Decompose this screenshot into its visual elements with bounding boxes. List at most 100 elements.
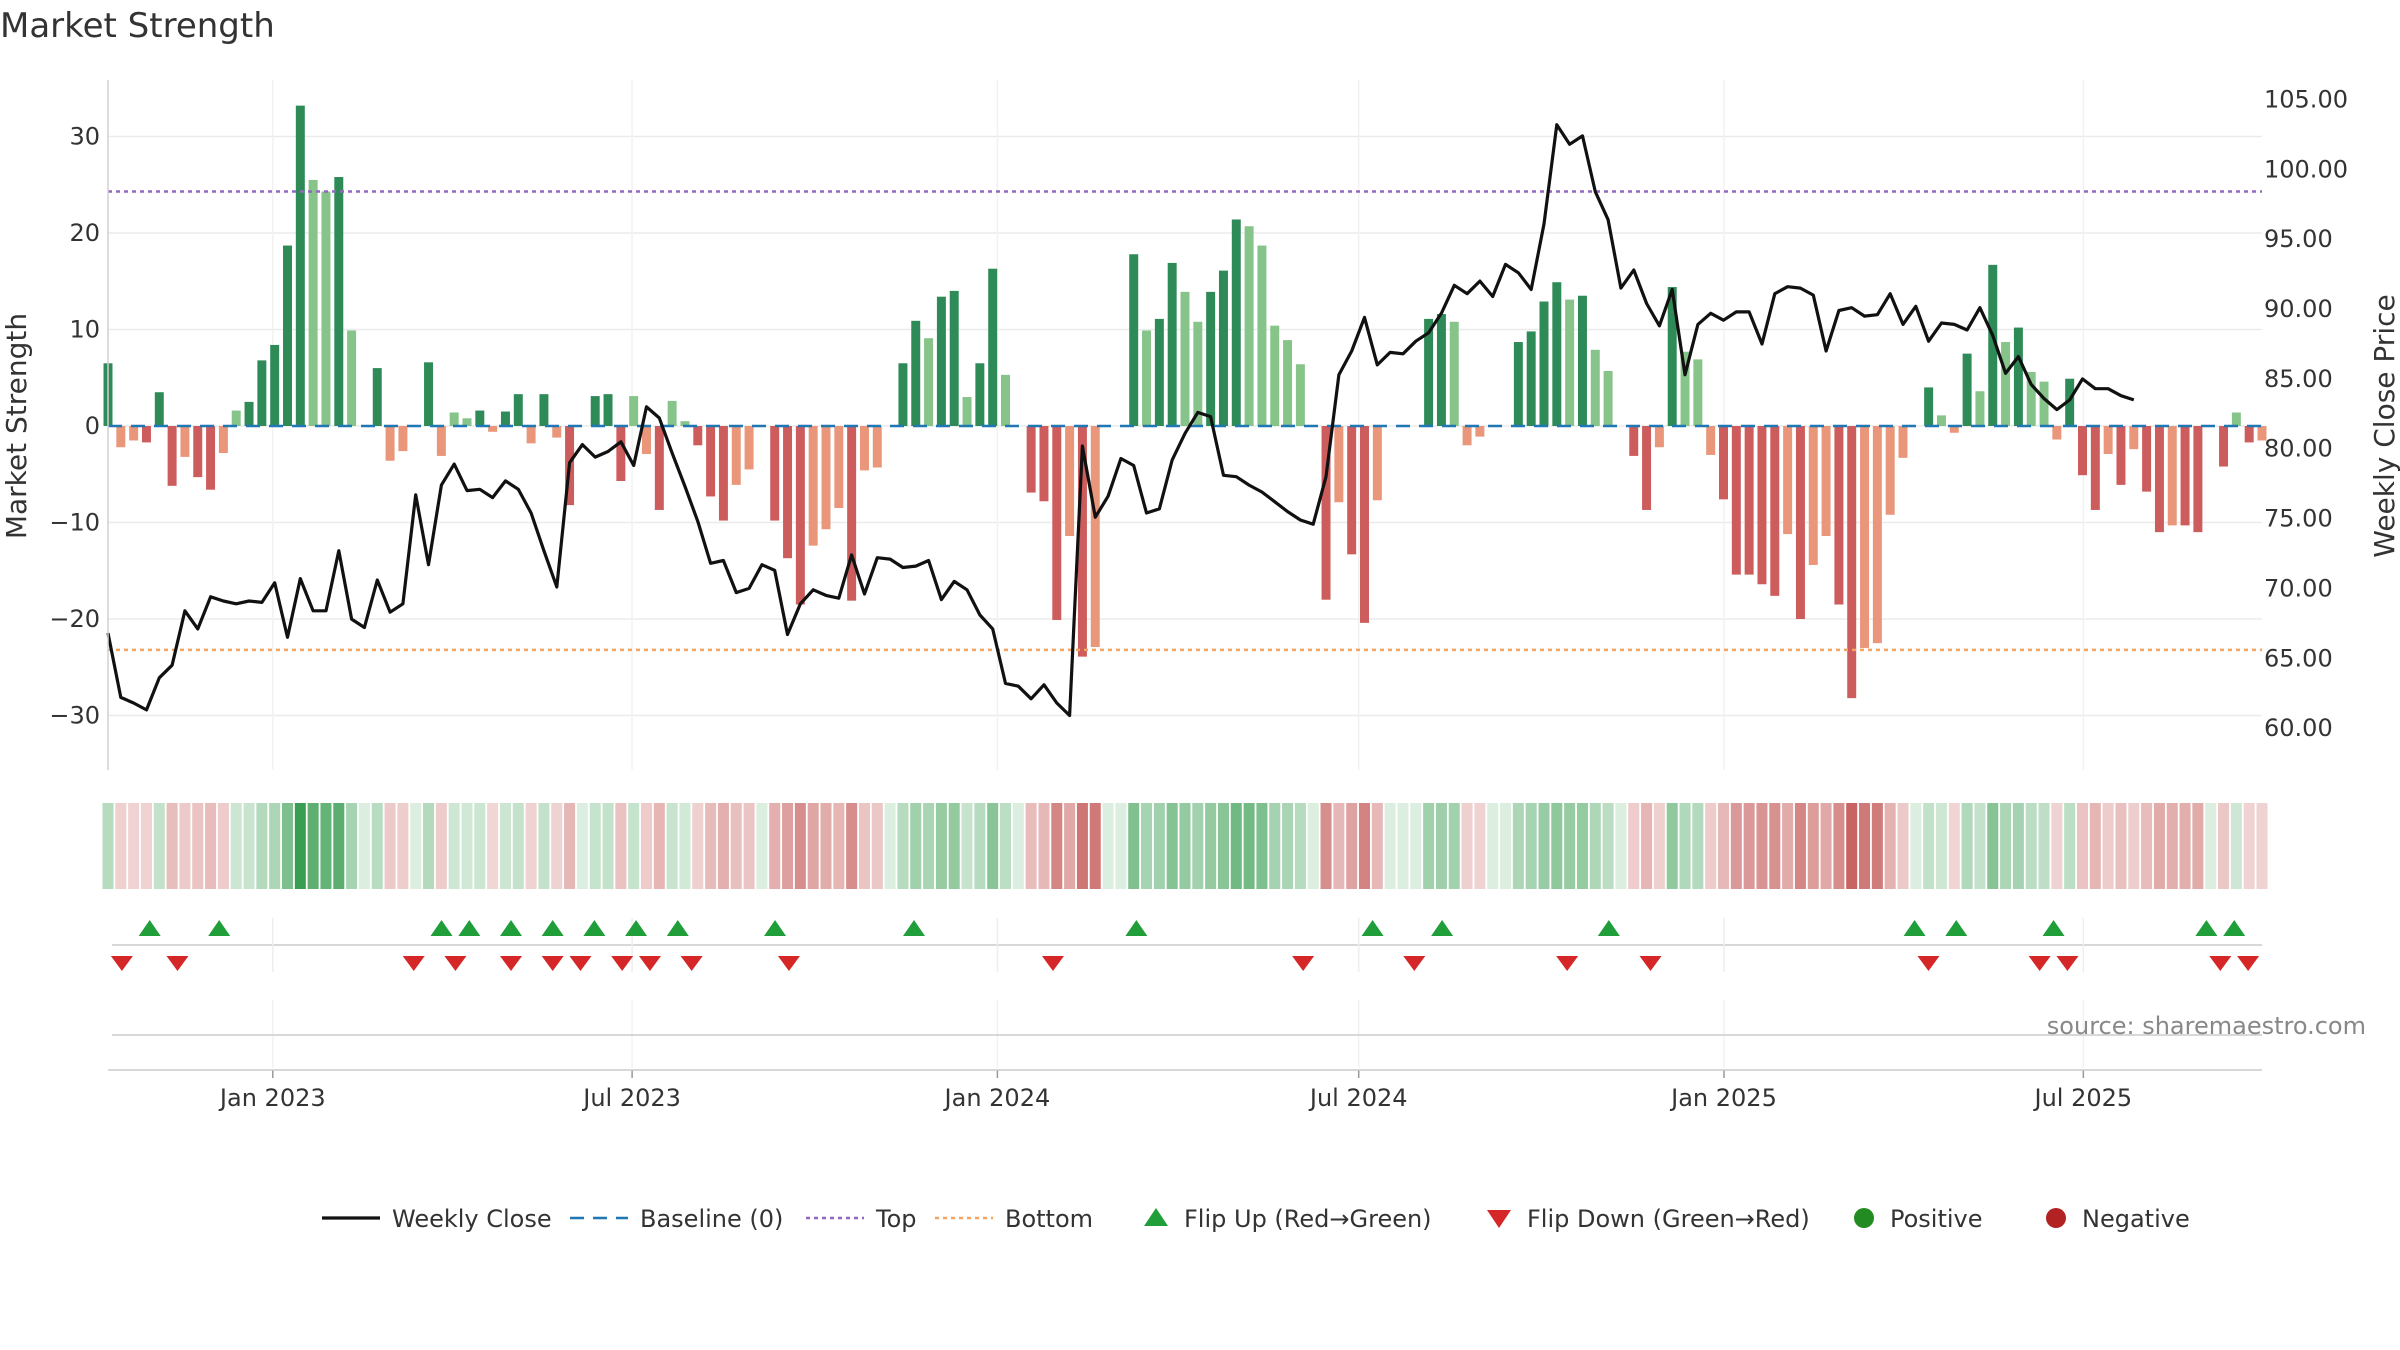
strength-bar — [231, 410, 241, 426]
strength-bar — [1654, 426, 1664, 448]
strength-bar — [2257, 426, 2267, 441]
strip-cell — [2243, 803, 2255, 889]
y-axis-label: Market Strength — [0, 313, 33, 539]
strength-bar — [1539, 301, 1549, 426]
legend-label: Negative — [2082, 1205, 2190, 1233]
strength-bar — [1193, 321, 1203, 426]
flip-down-marker — [1639, 956, 1662, 971]
strip-cell — [128, 803, 140, 889]
strip-cell — [230, 803, 242, 889]
strength-bar — [731, 426, 741, 485]
strip-cell — [2076, 803, 2089, 889]
strength-bar — [1526, 331, 1536, 426]
strip-cell — [397, 803, 409, 889]
strength-bar — [1872, 426, 1882, 644]
flip-down-marker — [2056, 956, 2079, 971]
strip-cell — [333, 803, 345, 889]
strip-cell — [2025, 803, 2037, 889]
strength-bar — [1936, 415, 1946, 426]
strip-cell — [653, 803, 665, 889]
strength-bar — [2219, 426, 2229, 467]
strip-cell — [1371, 803, 1383, 889]
strength-bar — [1154, 318, 1164, 426]
flip-down-marker — [444, 956, 467, 971]
strip-cell — [1692, 803, 1704, 889]
strength-bar — [552, 426, 562, 438]
strip-cell — [1987, 803, 1999, 889]
y-tick-label: −30 — [49, 702, 100, 730]
legend: Weekly Close Baseline (0) Top Bottom Flip Up… — [322, 1205, 2190, 1233]
strip-cell — [192, 803, 204, 889]
strip-cell — [1448, 803, 1460, 889]
strength-bar — [193, 426, 203, 478]
strength-bar — [2090, 426, 2100, 510]
strength-bar — [1834, 426, 1844, 605]
strip-cell — [602, 803, 614, 889]
x-axis: Jan 2023 Jul 2023 Jan 2024 Jul 2024 Jan 2025… — [108, 1000, 2262, 1112]
strength-bars — [103, 105, 2267, 699]
flip-up-marker — [2223, 920, 2246, 936]
strip-cell — [153, 803, 165, 889]
strength-bar — [783, 426, 793, 559]
strip-cell — [1974, 803, 1986, 889]
y-tick-label: 30 — [69, 123, 100, 151]
strength-bar — [218, 426, 228, 454]
strip-cell — [1564, 803, 1576, 889]
strip-cell — [1769, 803, 1781, 889]
y-tick-label: 0 — [85, 412, 100, 440]
strength-bar — [475, 410, 485, 426]
strip-cell — [640, 803, 653, 889]
strength-bar — [1577, 295, 1587, 426]
strip-cell — [1525, 803, 1537, 889]
strip-cell — [1166, 803, 1178, 889]
flip-up-marker — [764, 920, 787, 936]
strength-bar — [1449, 321, 1459, 426]
strength-bar — [1218, 270, 1228, 426]
right-axis: 60.00 65.00 70.00 75.00 80.00 85.00 90.00 95.00… — [2264, 86, 2348, 743]
flip-up-marker — [138, 920, 161, 936]
strength-bar — [398, 426, 408, 452]
strip-cell — [1807, 803, 1819, 889]
strip-cell — [628, 803, 640, 889]
strength-bar — [1334, 426, 1344, 503]
flip-down-marker — [1556, 956, 1579, 971]
strip-cell — [2051, 803, 2063, 889]
strip-cell — [1602, 803, 1614, 889]
strip-cell — [1589, 803, 1601, 889]
flip-down-marker — [2237, 956, 2260, 971]
x-tick-label: Jan 2024 — [943, 1084, 1051, 1112]
strength-bar — [1295, 364, 1305, 426]
strength-bar — [334, 177, 344, 426]
legend-swatch-flip-up — [1144, 1208, 1168, 1226]
strip-cell — [294, 803, 306, 889]
legend-swatch-negative — [2046, 1208, 2066, 1228]
flip-up-marker — [458, 920, 481, 936]
strip-cell — [910, 803, 922, 889]
strength-bar — [180, 426, 190, 457]
strip-cell — [474, 803, 486, 889]
strip-cell — [2064, 803, 2076, 889]
strength-bar — [2001, 342, 2011, 426]
strength-bar — [1142, 330, 1152, 426]
strength-bar — [924, 338, 934, 426]
strip-cell — [269, 803, 281, 889]
flip-up-marker — [430, 920, 453, 936]
strip-cell — [1410, 803, 1422, 889]
strength-bar — [1975, 391, 1985, 426]
strip-cell — [2038, 803, 2050, 889]
strength-bar — [1757, 426, 1767, 585]
strip-cell — [2256, 803, 2268, 889]
strength-bar — [2103, 426, 2113, 454]
strength-bar — [1436, 314, 1446, 426]
strength-bar — [513, 394, 523, 426]
strip-cell — [1423, 803, 1435, 889]
strength-bar — [1642, 426, 1652, 510]
strip-cell — [2115, 803, 2127, 889]
strength-bar — [898, 363, 908, 426]
strip-cell — [1141, 803, 1153, 889]
strength-bar — [1667, 287, 1677, 426]
strength-bar — [2116, 426, 2126, 485]
strength-bar — [2039, 381, 2049, 426]
strip-cell — [756, 803, 768, 889]
x-tick-label: Jul 2023 — [581, 1084, 681, 1112]
